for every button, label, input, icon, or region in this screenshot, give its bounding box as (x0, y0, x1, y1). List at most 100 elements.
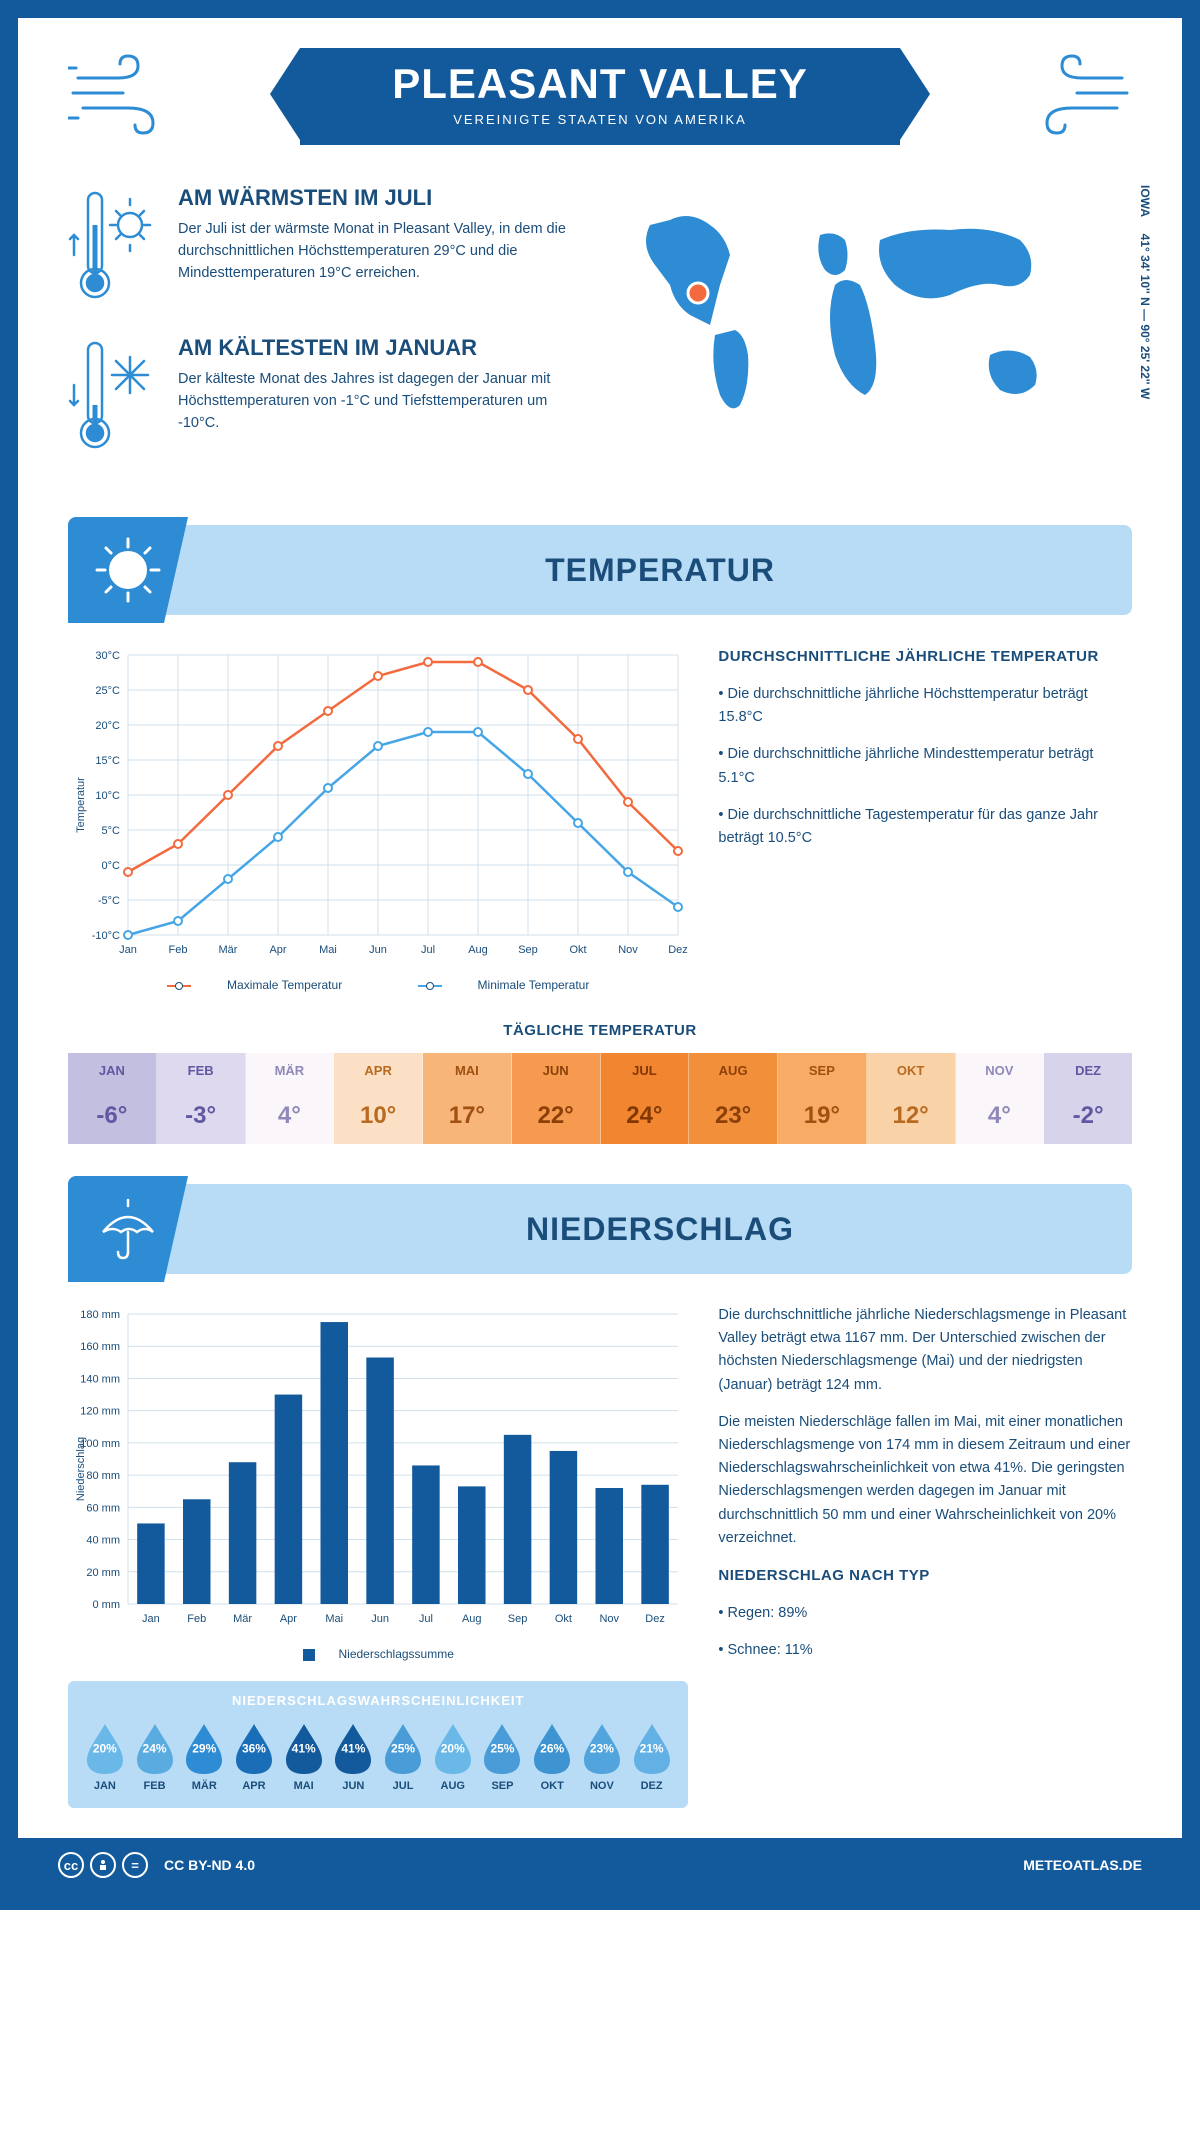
svg-text:-5°C: -5°C (98, 895, 120, 907)
warmest-heading: AM WÄRMSTEN IM JULI (178, 185, 580, 211)
svg-text:10°C: 10°C (95, 790, 120, 802)
svg-text:Mär: Mär (233, 1613, 252, 1625)
precip-para: Die meisten Niederschläge fallen im Mai,… (718, 1411, 1132, 1550)
temperature-section-header: TEMPERATUR (68, 525, 1132, 615)
coords-label: 41° 34' 10'' N — 90° 25' 22'' W (1138, 234, 1152, 399)
warmest-text: Der Juli ist der wärmste Monat in Pleasa… (178, 219, 580, 284)
temperature-summary: DURCHSCHNITTLICHE JÄHRLICHE TEMPERATUR •… (718, 645, 1132, 992)
site-name: METEOATLAS.DE (1023, 1857, 1142, 1873)
prob-cell: 36% APR (231, 1720, 277, 1792)
precip-type-heading: NIEDERSCHLAG NACH TYP (718, 1564, 1132, 1588)
prob-cell: 20% AUG (430, 1720, 476, 1792)
header: PLEASANT VALLEY VEREINIGTE STAATEN VON A… (68, 48, 1132, 145)
svg-text:25°C: 25°C (95, 685, 120, 697)
sun-icon (93, 535, 163, 605)
svg-text:60 mm: 60 mm (86, 1502, 120, 1514)
footer: cc = CC BY-ND 4.0 METEOATLAS.DE (18, 1838, 1182, 1892)
svg-text:-10°C: -10°C (92, 930, 120, 942)
svg-text:Mai: Mai (319, 944, 337, 956)
svg-text:Sep: Sep (508, 1613, 528, 1625)
svg-text:5°C: 5°C (102, 825, 121, 837)
svg-text:80 mm: 80 mm (86, 1470, 120, 1482)
daily-temp-cell: APR10° (334, 1053, 423, 1144)
svg-text:0 mm: 0 mm (93, 1599, 121, 1611)
coldest-block: AM KÄLTESTEN IM JANUAR Der kälteste Mona… (68, 335, 580, 455)
precip-snow: • Schnee: 11% (718, 1639, 1132, 1662)
daily-temp-cell: JUN22° (512, 1053, 601, 1144)
coldest-heading: AM KÄLTESTEN IM JANUAR (178, 335, 580, 361)
svg-text:180 mm: 180 mm (80, 1309, 120, 1321)
svg-text:Nov: Nov (599, 1613, 619, 1625)
svg-text:Jun: Jun (371, 1613, 389, 1625)
daily-temp-title: TÄGLICHE TEMPERATUR (68, 1022, 1132, 1039)
svg-text:Dez: Dez (645, 1613, 665, 1625)
svg-text:0°C: 0°C (102, 860, 121, 872)
daily-temp-cell: MÄR4° (246, 1053, 335, 1144)
region-label: IOWA (1138, 185, 1152, 217)
temp-bullet: • Die durchschnittliche Tagestemperatur … (718, 804, 1132, 850)
temperature-chart: -10°C -5°C 0°C 5°C 10°C 15°C 20°C 25°C 30°C Jan Fe… (68, 645, 688, 992)
cc-icon: cc (58, 1852, 84, 1878)
location-marker-icon (688, 283, 708, 303)
svg-text:20°C: 20°C (95, 720, 120, 732)
license-badges: cc = CC BY-ND 4.0 (58, 1852, 255, 1878)
wind-icon (68, 48, 188, 138)
svg-text:Feb: Feb (169, 944, 188, 956)
page-title: PLEASANT VALLEY (380, 60, 820, 108)
daily-temp-cell: AUG23° (689, 1053, 778, 1144)
svg-text:15°C: 15°C (95, 755, 120, 767)
svg-text:Aug: Aug (468, 944, 488, 956)
svg-text:120 mm: 120 mm (80, 1406, 120, 1418)
svg-text:Apr: Apr (280, 1613, 297, 1625)
prob-cell: 26% OKT (529, 1720, 575, 1792)
temp-summary-heading: DURCHSCHNITTLICHE JÄHRLICHE TEMPERATUR (718, 645, 1132, 669)
world-map-svg (620, 185, 1080, 445)
svg-text:Jan: Jan (119, 944, 137, 956)
precip-rain: • Regen: 89% (718, 1602, 1132, 1625)
prob-cell: 20% JAN (82, 1720, 128, 1792)
temperature-title: TEMPERATUR (208, 552, 1112, 589)
thermometer-hot-icon (68, 185, 158, 305)
daily-temp-cell: NOV4° (956, 1053, 1045, 1144)
precipitation-summary: Die durchschnittliche jährliche Niedersc… (718, 1304, 1132, 1808)
prob-cell: 41% JUN (331, 1720, 377, 1792)
svg-text:Okt: Okt (555, 1613, 572, 1625)
daily-temp-cell: DEZ-2° (1044, 1053, 1132, 1144)
svg-text:Jul: Jul (421, 944, 435, 956)
svg-text:160 mm: 160 mm (80, 1341, 120, 1353)
svg-text:Jul: Jul (419, 1613, 433, 1625)
precipitation-legend: Niederschlagssumme (68, 1647, 688, 1661)
nd-icon: = (122, 1852, 148, 1878)
prob-cell: 25% JUL (380, 1720, 426, 1792)
wind-icon (1012, 48, 1132, 138)
svg-text:Aug: Aug (462, 1613, 482, 1625)
precipitation-title: NIEDERSCHLAG (208, 1211, 1112, 1248)
umbrella-icon (93, 1194, 163, 1264)
svg-text:Okt: Okt (569, 944, 586, 956)
prob-title: NIEDERSCHLAGSWAHRSCHEINLICHKEIT (82, 1693, 674, 1708)
svg-text:Dez: Dez (668, 944, 688, 956)
svg-text:140 mm: 140 mm (80, 1373, 120, 1385)
svg-text:Mär: Mär (219, 944, 238, 956)
license-text: CC BY-ND 4.0 (164, 1857, 255, 1873)
precipitation-probability: NIEDERSCHLAGSWAHRSCHEINLICHKEIT 20% JAN … (68, 1681, 688, 1808)
prob-cell: 24% FEB (132, 1720, 178, 1792)
prob-cell: 41% MAI (281, 1720, 327, 1792)
daily-temp-cell: OKT12° (867, 1053, 956, 1144)
daily-temp-cell: SEP19° (778, 1053, 867, 1144)
daily-temp-cell: MAI17° (423, 1053, 512, 1144)
by-icon (90, 1852, 116, 1878)
world-map: IOWA 41° 34' 10'' N — 90° 25' 22'' W (620, 185, 1132, 485)
daily-temp-cell: FEB-3° (157, 1053, 246, 1144)
daily-temp-cell: JAN-6° (68, 1053, 157, 1144)
svg-text:40 mm: 40 mm (86, 1535, 120, 1547)
svg-text:20 mm: 20 mm (86, 1567, 120, 1579)
temperature-legend: Maximale Temperatur Minimale Temperatur (68, 978, 688, 992)
title-ribbon: PLEASANT VALLEY VEREINIGTE STAATEN VON A… (300, 48, 900, 145)
intro-section: AM WÄRMSTEN IM JULI Der Juli ist der wär… (68, 185, 1132, 485)
svg-text:Mai: Mai (325, 1613, 343, 1625)
prob-cell: 23% NOV (579, 1720, 625, 1792)
daily-temp-cell: JUL24° (601, 1053, 690, 1144)
thermometer-cold-icon (68, 335, 158, 455)
svg-text:30°C: 30°C (95, 650, 120, 662)
